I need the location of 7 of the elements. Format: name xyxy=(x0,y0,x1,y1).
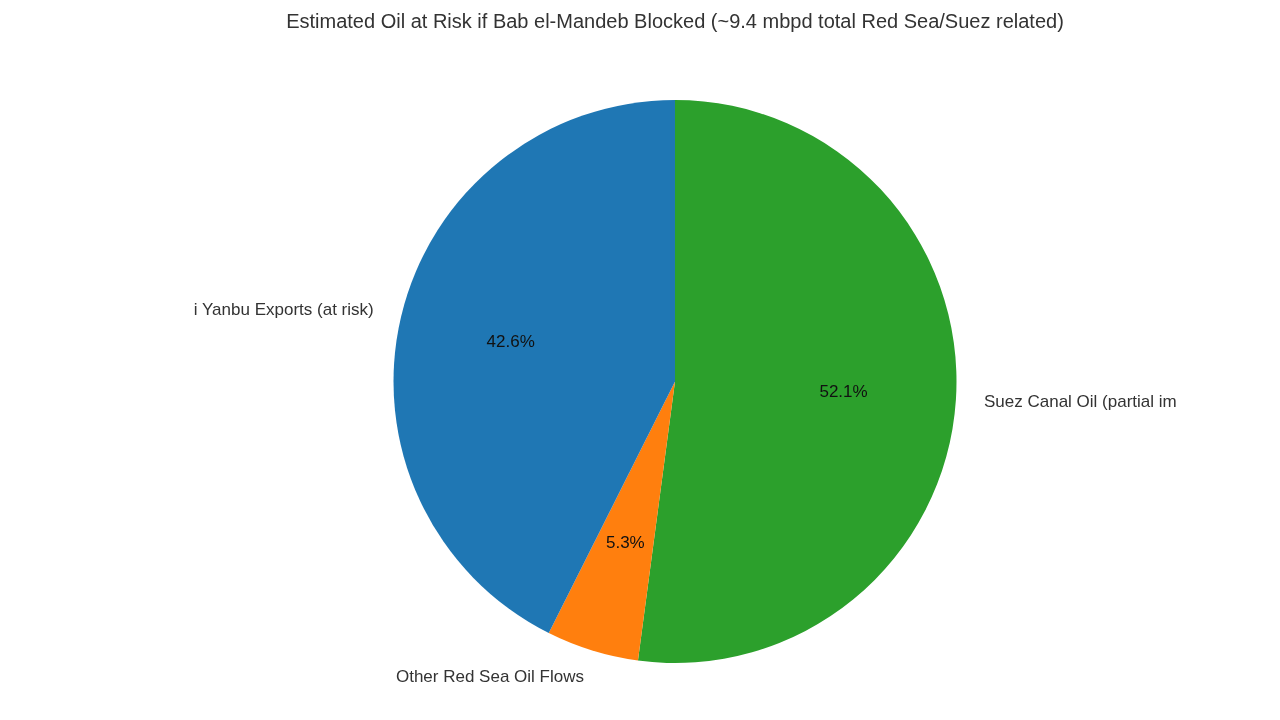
slice-label: Suez Canal Oil (partial im xyxy=(983,391,1177,411)
data-label: 42.6% xyxy=(486,332,535,352)
slice-label: Other Red Sea Oil Flows xyxy=(395,667,584,687)
chart-title: Estimated Oil at Risk if Bab el-Mandeb Blocked (~9.4 mbpd total Red Sea/Suez related) xyxy=(286,9,1064,32)
slice-label: i Yanbu Exports (at risk) xyxy=(193,299,374,319)
data-label: 5.3% xyxy=(605,532,645,552)
data-label: 52.1% xyxy=(819,382,868,402)
